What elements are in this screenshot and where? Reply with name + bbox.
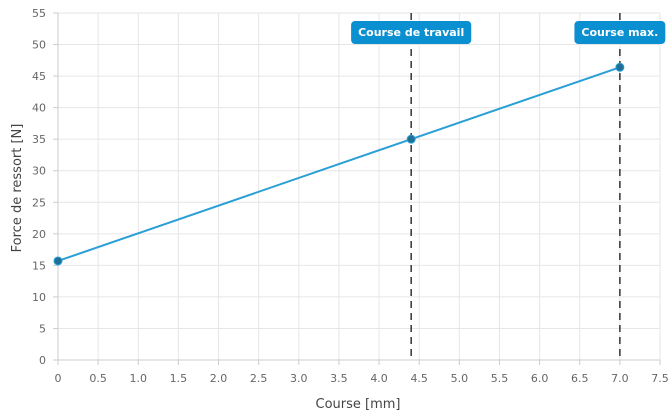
annotation-label-box bbox=[574, 21, 666, 44]
data-point bbox=[53, 256, 63, 266]
x-tick-label: 1.0 bbox=[130, 372, 148, 385]
x-tick-label: 1.5 bbox=[170, 372, 188, 385]
data-point bbox=[615, 62, 625, 72]
y-tick-label: 30 bbox=[32, 165, 46, 178]
y-tick-label: 5 bbox=[39, 322, 46, 335]
x-tick-label: 4.0 bbox=[370, 372, 388, 385]
annotation-label-box bbox=[351, 21, 472, 44]
x-tick-label: 0 bbox=[55, 372, 62, 385]
x-tick-label: 5.0 bbox=[451, 372, 469, 385]
annotations: Course de travail Course max. bbox=[351, 13, 666, 360]
x-axis-ticks: 0 0.5 1.0 1.5 2.0 2.5 3.0 3.5 4.0 4.5 5.0 5.5 6.0 6.5… bbox=[55, 360, 669, 385]
data-point bbox=[406, 134, 416, 144]
x-tick-label: 5.5 bbox=[491, 372, 509, 385]
y-tick-label: 50 bbox=[32, 39, 46, 52]
x-tick-label: 3.5 bbox=[330, 372, 348, 385]
y-axis-title: Force de ressort [N] bbox=[10, 124, 25, 253]
y-tick-label: 10 bbox=[32, 291, 46, 304]
annotation-label: Course de travail bbox=[358, 26, 464, 39]
annotation-label: Course max. bbox=[581, 26, 658, 39]
y-tick-label: 55 bbox=[32, 7, 46, 20]
x-tick-label: 2.0 bbox=[210, 372, 228, 385]
x-tick-label: 6.0 bbox=[531, 372, 549, 385]
x-tick-label: 6.5 bbox=[571, 372, 589, 385]
x-tick-label: 0.5 bbox=[89, 372, 107, 385]
x-tick-label: 7.0 bbox=[611, 372, 629, 385]
x-tick-label: 7.5 bbox=[651, 372, 669, 385]
y-tick-label: 40 bbox=[32, 102, 46, 115]
x-tick-label: 2.5 bbox=[250, 372, 268, 385]
axes bbox=[57, 13, 660, 361]
grid bbox=[57, 12, 661, 361]
x-tick-label: 4.5 bbox=[410, 372, 428, 385]
y-tick-label: 0 bbox=[39, 354, 46, 367]
x-axis-title: Course [mm] bbox=[316, 397, 401, 412]
y-axis-ticks: 0 5 10 15 20 25 30 35 40 45 50 55 bbox=[32, 7, 58, 367]
series bbox=[53, 62, 625, 266]
y-tick-label: 15 bbox=[32, 259, 46, 272]
y-tick-label: 45 bbox=[32, 70, 46, 83]
x-tick-label: 3.0 bbox=[290, 372, 308, 385]
y-tick-label: 35 bbox=[32, 133, 46, 146]
y-tick-label: 25 bbox=[32, 196, 46, 209]
y-tick-label: 20 bbox=[32, 228, 46, 241]
